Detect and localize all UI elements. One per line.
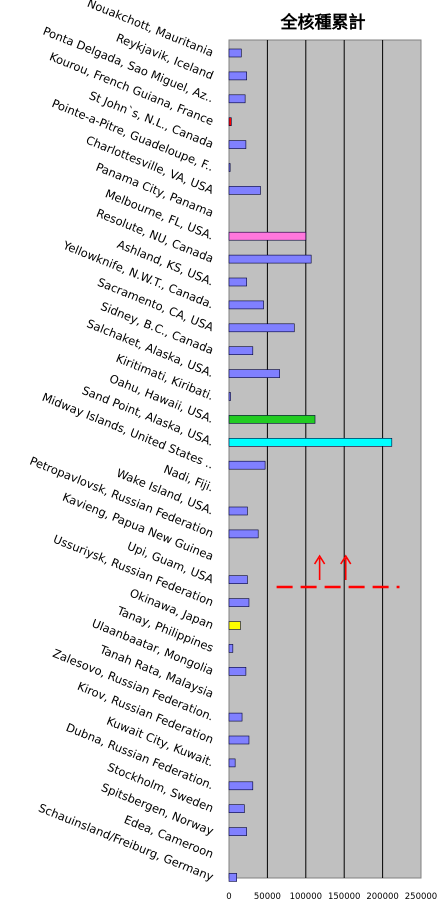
bar [228,666,247,676]
bar [228,735,250,745]
x-tick-label: 100000 [290,892,322,902]
bar [228,575,248,585]
bar [228,231,307,241]
bar [228,392,231,401]
x-tick-label: 50000 [254,892,281,902]
bar [228,598,250,607]
bar [228,712,243,722]
x-tick-label: 0 [226,892,231,902]
bar [228,94,246,104]
bar [228,415,316,424]
bar [228,621,241,630]
bar [228,529,259,539]
x-tick-label: 200000 [366,892,398,902]
bar [228,186,261,195]
bar [228,369,280,378]
bar [228,781,254,791]
bar [228,758,236,768]
bar [228,460,266,470]
bar [228,300,264,310]
bar [228,117,232,126]
bar [228,71,247,81]
bar [228,48,242,58]
bar [228,277,247,287]
annotation [276,554,400,589]
bars [228,48,393,882]
bar [228,346,254,356]
bar [228,644,234,653]
annotation-arrow-head [340,554,352,565]
bar [228,323,295,333]
bar [228,437,393,447]
bar [228,163,231,172]
bar [228,140,247,149]
plot-area [228,39,422,879]
x-tick-label: 150000 [328,892,360,902]
bar [228,506,248,516]
bar [228,254,312,264]
annotation-arrow-head [313,554,326,565]
x-tick-label: 250000 [405,892,437,902]
x-tick-labels: 0 50000 100000 150000 200000 250000 [226,892,437,902]
bar [228,873,237,882]
gridlines [266,40,384,878]
bar [228,827,247,836]
chart-title: 全核種累計 [280,12,366,33]
bar [228,804,245,814]
